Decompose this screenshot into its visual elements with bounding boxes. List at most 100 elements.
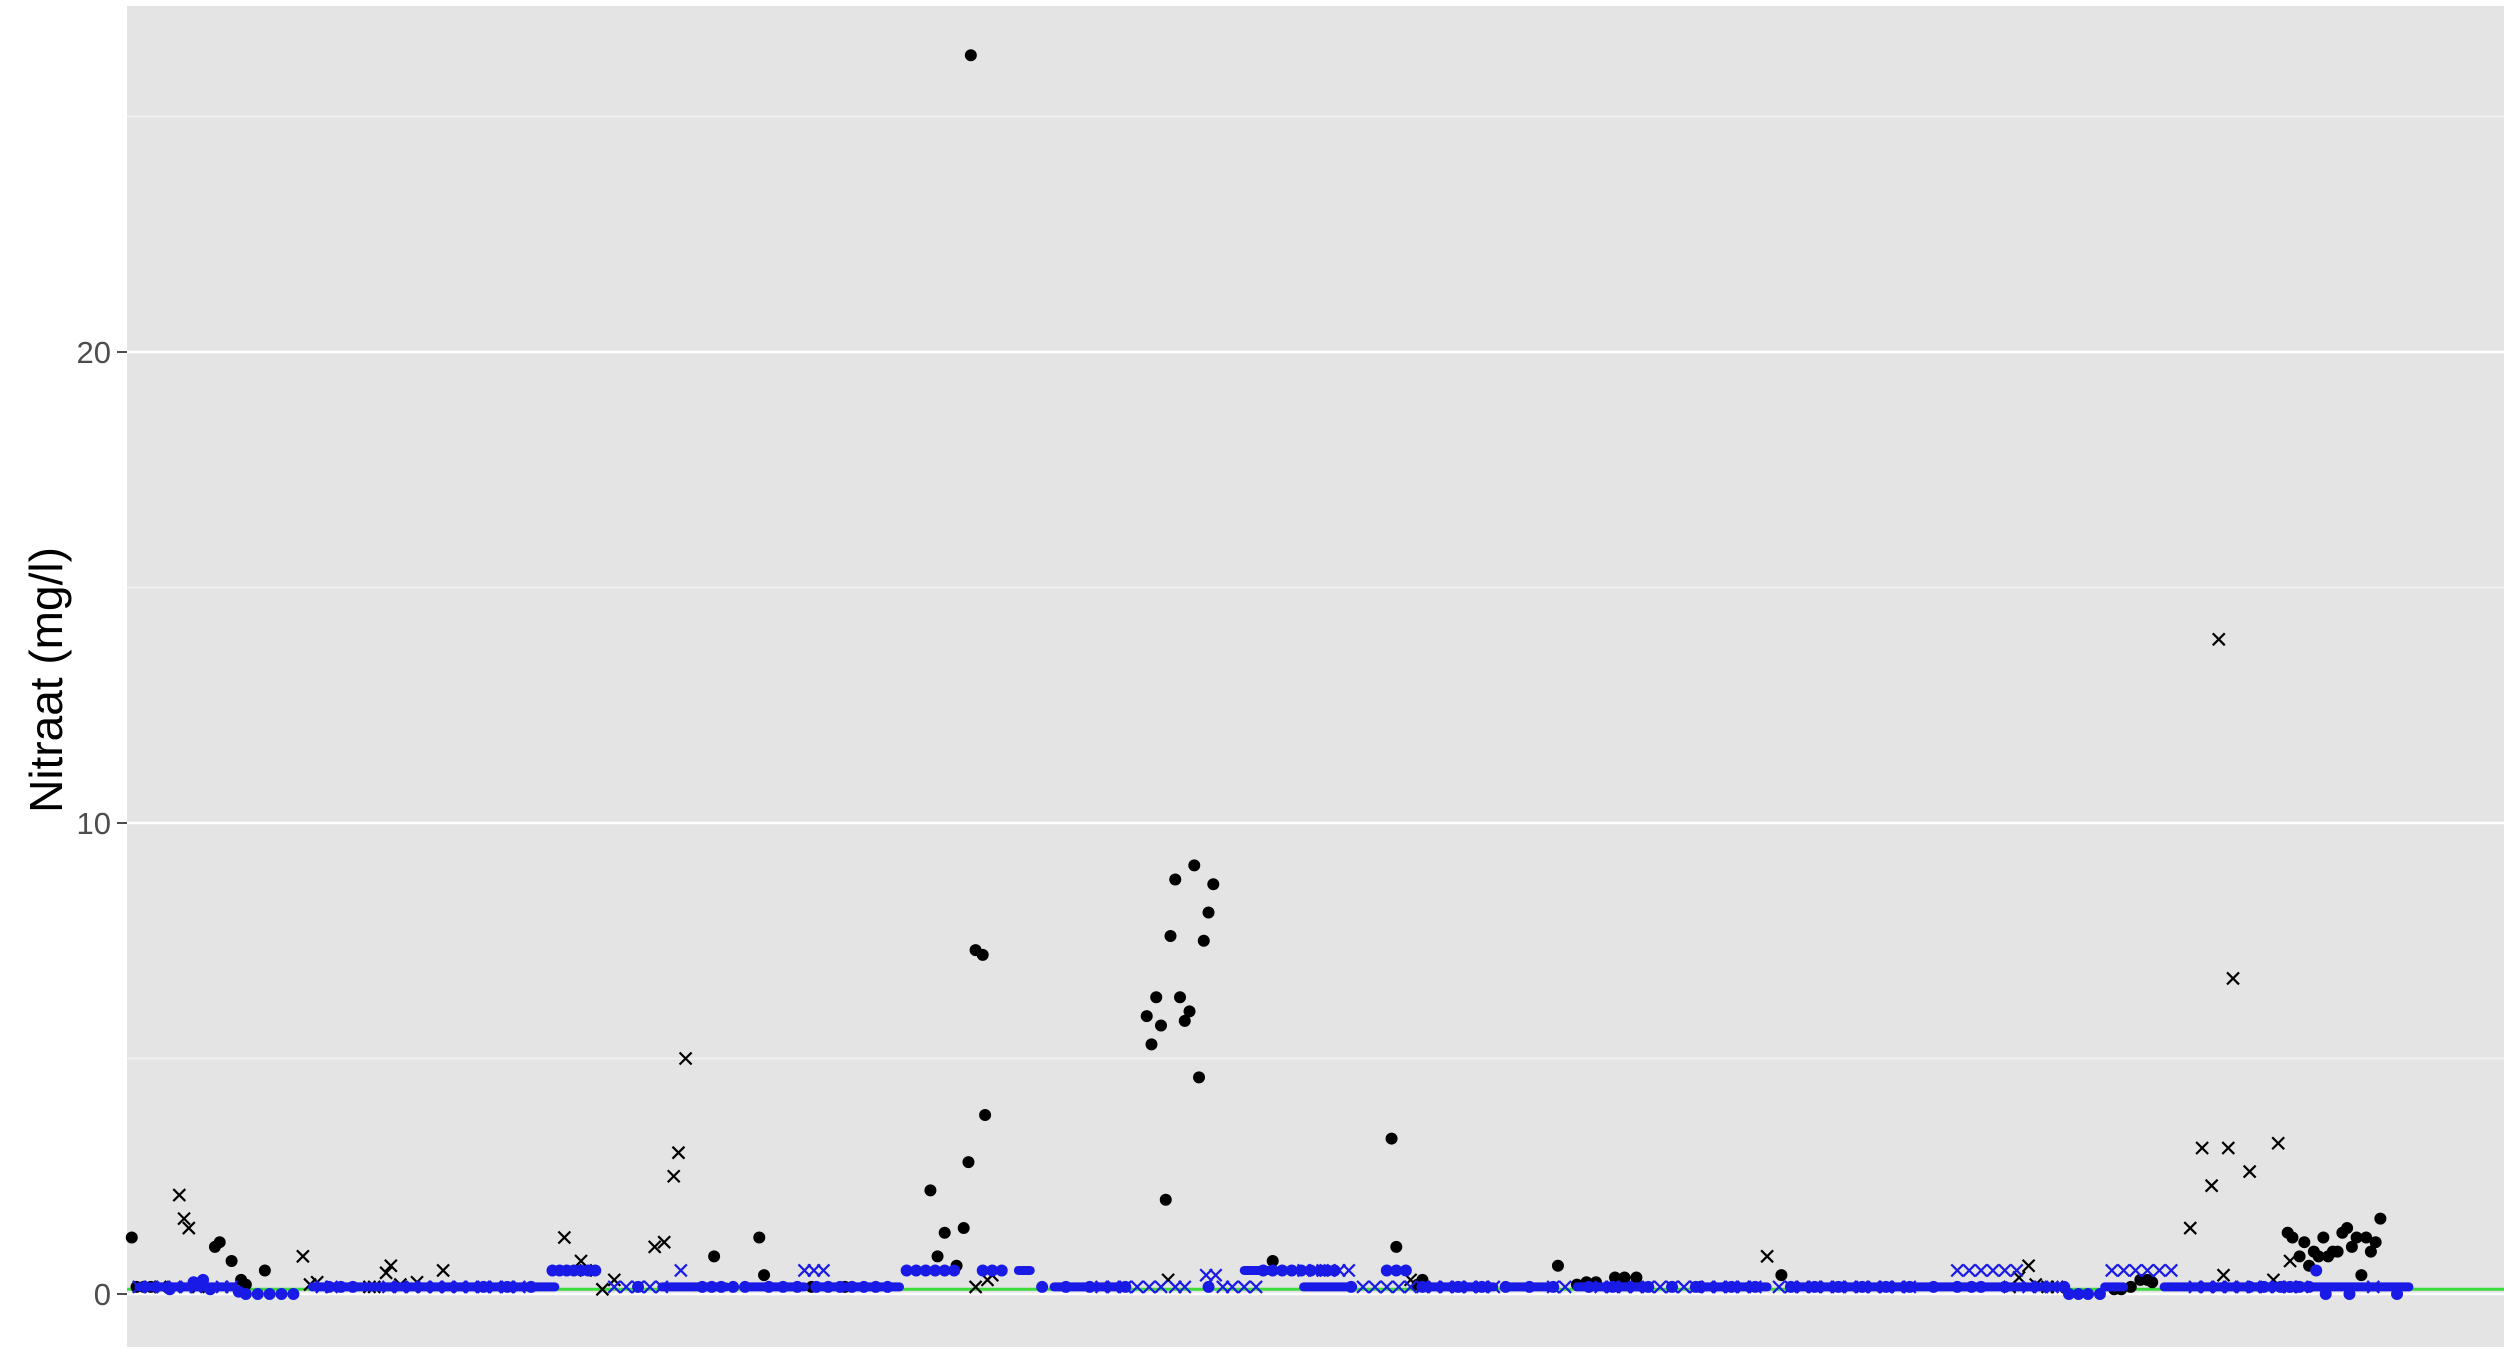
y-tick-label: 20 [77, 335, 111, 370]
data-point-dot [938, 1226, 951, 1239]
data-point-dot [962, 1156, 975, 1169]
data-point-dot [919, 1264, 932, 1277]
data-point-dot [2374, 1212, 2387, 1225]
data-point-cross [436, 1263, 450, 1278]
data-point-dot [2341, 1222, 2354, 1235]
data-point-dot [1618, 1271, 1631, 1284]
data-point-cross [2116, 1263, 2131, 1278]
data-point-cross [1665, 1280, 1679, 1294]
data-point-cross [172, 1188, 187, 1202]
data-point-dot [976, 948, 989, 961]
data-point-cross [1130, 1280, 1145, 1294]
data-point-dot [979, 1109, 992, 1122]
data-point-dot [125, 1231, 138, 1244]
data-point-dot [976, 1264, 989, 1277]
data-point-dot [2312, 1250, 2325, 1263]
data-point-cross [379, 1266, 393, 1280]
data-point-dot [1164, 930, 1177, 943]
data-point-dot [2350, 1231, 2363, 1244]
data-point-cross [2009, 1263, 2024, 1278]
data-point-cross [2128, 1263, 2143, 1278]
data-point-dot [910, 1264, 923, 1277]
data-point-cross [384, 1258, 398, 1273]
data-point-dot [1140, 1010, 1153, 1023]
data-point-cross [1772, 1280, 1786, 1294]
data-point-dot [2293, 1250, 2306, 1263]
data-point-dot [957, 1222, 970, 1235]
data-point-dot [2345, 1240, 2358, 1253]
data-point-dot [1295, 1264, 1308, 1277]
data-point-dot [1399, 1264, 1412, 1277]
data-point-dot [2360, 1231, 2373, 1244]
data-point-dot [2331, 1245, 2344, 1258]
data-point-dot [964, 49, 977, 62]
data-point-dot [225, 1255, 238, 1268]
data-point-dot [239, 1288, 252, 1300]
data-point-dot [1285, 1264, 1298, 1277]
data-point-dot [1266, 1255, 1279, 1268]
data-point-dot [1154, 1019, 1167, 1032]
data-point-cross [657, 1235, 671, 1249]
data-point-dot [251, 1288, 264, 1300]
data-point-cross [1380, 1280, 1394, 1294]
data-point-cross [2204, 1178, 2219, 1193]
data-point-dot [929, 1264, 942, 1277]
data-point-dot [1202, 1280, 1215, 1293]
y-tick-label: 0 [94, 1277, 111, 1312]
data-point-dot [900, 1264, 913, 1277]
data-point-dot [2072, 1288, 2085, 1300]
data-point-dot [1036, 1280, 1049, 1293]
data-point-cross [643, 1280, 657, 1294]
data-point-cross [666, 1169, 681, 1184]
data-point-dot [753, 1231, 766, 1244]
data-point-dot [275, 1288, 288, 1300]
data-point-cross [2211, 632, 2226, 647]
data-point-dot [1145, 1038, 1158, 1051]
data-point-cross [631, 1280, 645, 1294]
data-point-cross [1558, 1280, 1572, 1294]
data-point-dot [1178, 1014, 1191, 1027]
data-point-dot [1207, 878, 1220, 891]
data-point-dot [1630, 1271, 1643, 1284]
data-point-dot [1390, 1264, 1403, 1277]
data-point-cross [2152, 1263, 2167, 1278]
data-point-dot [1188, 859, 1201, 872]
data-point-cross [1986, 1263, 2000, 1278]
data-point-cross [1403, 1280, 1418, 1294]
data-point-dot [1276, 1264, 1289, 1277]
data-point-cross [595, 1282, 610, 1297]
y-tick-label: 10 [77, 806, 111, 841]
data-point-dot [708, 1250, 721, 1263]
data-point-dot [2355, 1269, 2368, 1282]
data-point-cross [296, 1249, 310, 1264]
data-point-cross [647, 1240, 662, 1254]
data-point-cross [1154, 1280, 1168, 1294]
data-point-dot [1197, 934, 1210, 947]
data-point-dot [589, 1264, 602, 1277]
data-point-cross [2164, 1263, 2178, 1278]
y-axis-title: Nitraat (mg/l) [20, 547, 72, 813]
data-point-dot [1169, 873, 1182, 886]
data-point-cross [2283, 1254, 2297, 1268]
data-point-cross [1677, 1280, 1691, 1294]
data-point-cross [1950, 1263, 1965, 1278]
data-point-cross [607, 1280, 622, 1294]
data-point-dot [995, 1264, 1008, 1277]
data-point-dot [1183, 1005, 1196, 1018]
data-point-dot [263, 1288, 276, 1300]
data-point-dot [1551, 1259, 1564, 1272]
data-point-dot [924, 1184, 937, 1197]
data-point-cross [1356, 1280, 1370, 1294]
data-point-cross [1225, 1280, 1240, 1294]
data-point-cross [2216, 1268, 2231, 1282]
data-point-dot [213, 1236, 226, 1249]
data-point-cross [2021, 1258, 2036, 1273]
data-point-cross [1296, 1263, 1311, 1278]
data-point-dot [1174, 991, 1187, 1004]
data-point-dot [1150, 991, 1163, 1004]
plot-panel [127, 6, 2504, 1347]
data-point-dot [2369, 1236, 2382, 1249]
data-point-dot [986, 1264, 999, 1277]
data-point-dot [931, 1250, 944, 1263]
